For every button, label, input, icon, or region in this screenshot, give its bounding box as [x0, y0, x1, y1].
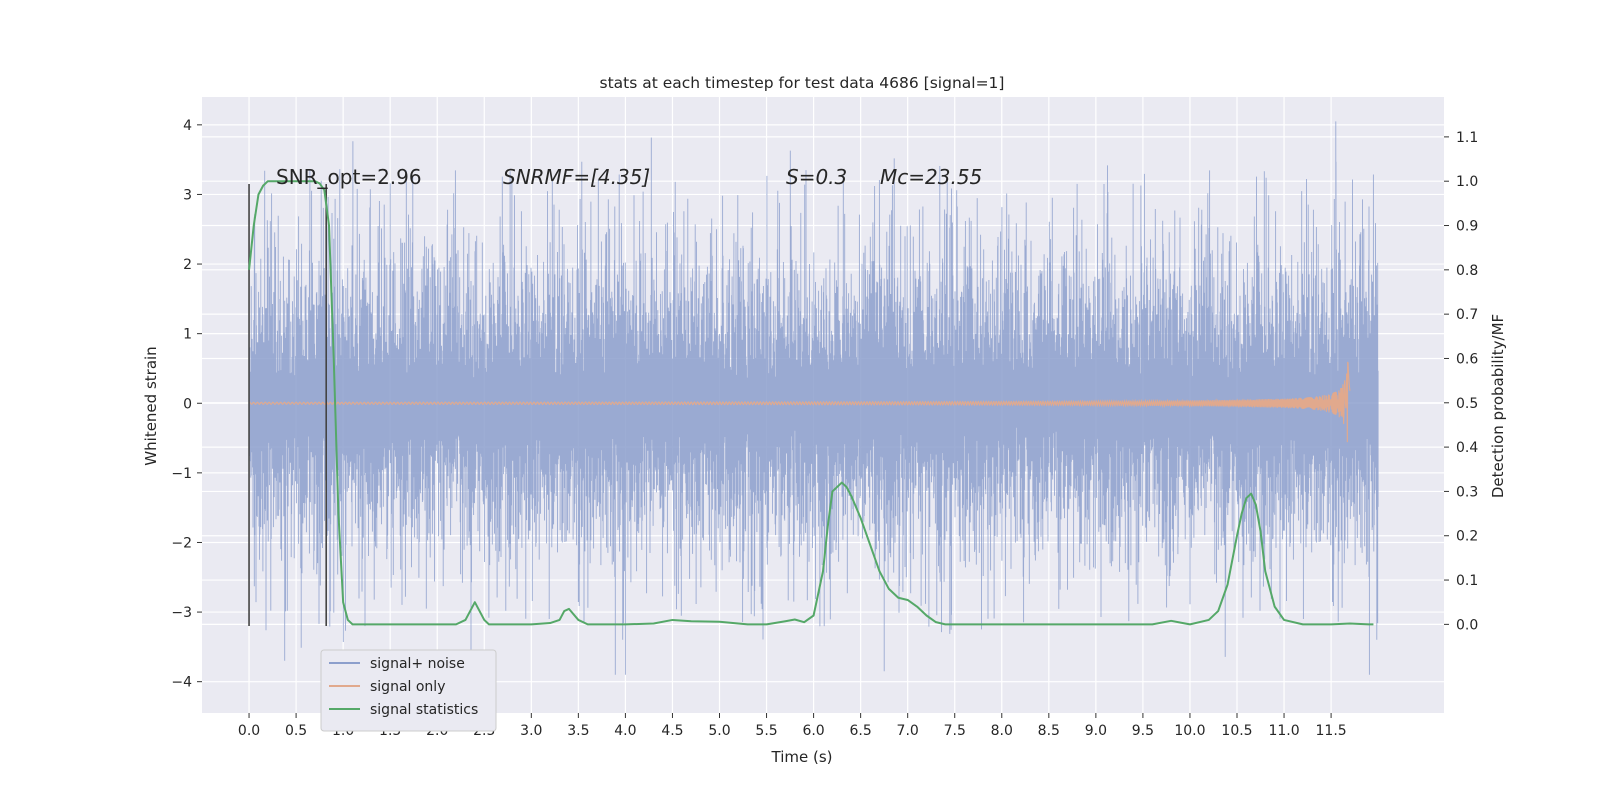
s-annotation: S=0.3	[786, 165, 847, 189]
x-tick-label: 5.0	[708, 723, 730, 739]
x-tick-label: 9.5	[1132, 723, 1154, 739]
y-tick-label: −3	[171, 605, 192, 621]
y2-tick-label: 0.7	[1456, 307, 1478, 323]
x-tick-label: 4.5	[661, 723, 683, 739]
x-tick-label: 7.5	[944, 723, 966, 739]
x-tick-label: 5.5	[755, 723, 777, 739]
x-tick-label: 9.0	[1085, 723, 1107, 739]
y-tick-label: 2	[183, 257, 192, 273]
legend-signal-label: signal only	[370, 679, 445, 695]
x-tick-label: 10.0	[1174, 723, 1205, 739]
chart-title: stats at each timestep for test data 468…	[600, 74, 1005, 92]
x-axis-label: Time (s)	[771, 748, 833, 766]
y-tick-label: −1	[171, 466, 192, 482]
legend: signal+ noise signal only signal statist…	[320, 649, 497, 732]
y2-tick-label: 0.2	[1456, 529, 1478, 545]
x-tick-label: 8.5	[1038, 723, 1060, 739]
y-tick-label: −4	[171, 675, 192, 691]
y2-tick-label: 0.5	[1456, 396, 1478, 412]
y2-tick-label: 0.6	[1456, 351, 1478, 367]
x-tick-label: 3.0	[520, 723, 542, 739]
x-tick-label: 0.0	[238, 723, 260, 739]
signal-only-series	[248, 361, 1351, 443]
y2-tick-label: 1.1	[1456, 130, 1478, 146]
x-tick-label: 0.5	[285, 723, 307, 739]
y2-tick-label: 1.0	[1456, 174, 1478, 190]
x-tick-label: 8.0	[991, 723, 1013, 739]
x-tick-label: 11.0	[1268, 723, 1299, 739]
y-axis-ticks: −4 −3 −2 −1 0 1 2 3 4	[171, 118, 202, 691]
snr-opt-annotation: SNR_opt=2.96	[276, 165, 422, 189]
legend-noise-label: signal+ noise	[370, 656, 465, 672]
signal-statistics-series	[248, 180, 1374, 626]
snr-mf-annotation: SNRMF=[4.35]	[503, 165, 650, 189]
stats-trace	[248, 180, 1374, 626]
x-tick-label: 6.5	[850, 723, 872, 739]
signal-trace	[248, 361, 1351, 443]
vertical-markers	[248, 184, 328, 626]
legend-stats-label: signal statistics	[370, 702, 478, 718]
y-tick-label: 4	[183, 118, 192, 134]
legend-box	[320, 649, 497, 732]
y2-tick-label: 0.8	[1456, 263, 1478, 279]
y2-tick-label: 0.0	[1456, 617, 1478, 633]
y2-tick-label: 0.9	[1456, 219, 1478, 235]
y-tick-label: 0	[183, 396, 192, 412]
y-tick-label: 1	[183, 327, 192, 343]
y2-tick-label: 0.3	[1456, 484, 1478, 500]
y2-tick-label: 0.4	[1456, 440, 1478, 456]
x-tick-label: 4.0	[614, 723, 636, 739]
mc-annotation: Mc=23.55	[880, 165, 982, 189]
x-tick-label: 6.0	[802, 723, 824, 739]
y-tick-label: −2	[171, 535, 192, 551]
y-tick-label: 3	[183, 187, 192, 203]
x-tick-label: 11.5	[1316, 723, 1347, 739]
y2-tick-label: 0.1	[1456, 573, 1478, 589]
y2-axis-label: Detection probability/MF	[1489, 314, 1507, 498]
y-axis-label: Whitened strain	[142, 346, 160, 465]
y2-axis-ticks: 0.0 0.1 0.2 0.3 0.4 0.5 0.6 0.7 0.8 0.9 1.0 1.1	[1444, 130, 1478, 633]
x-tick-label: 3.5	[567, 723, 589, 739]
x-tick-label: 7.0	[897, 723, 919, 739]
x-tick-label: 10.5	[1221, 723, 1252, 739]
